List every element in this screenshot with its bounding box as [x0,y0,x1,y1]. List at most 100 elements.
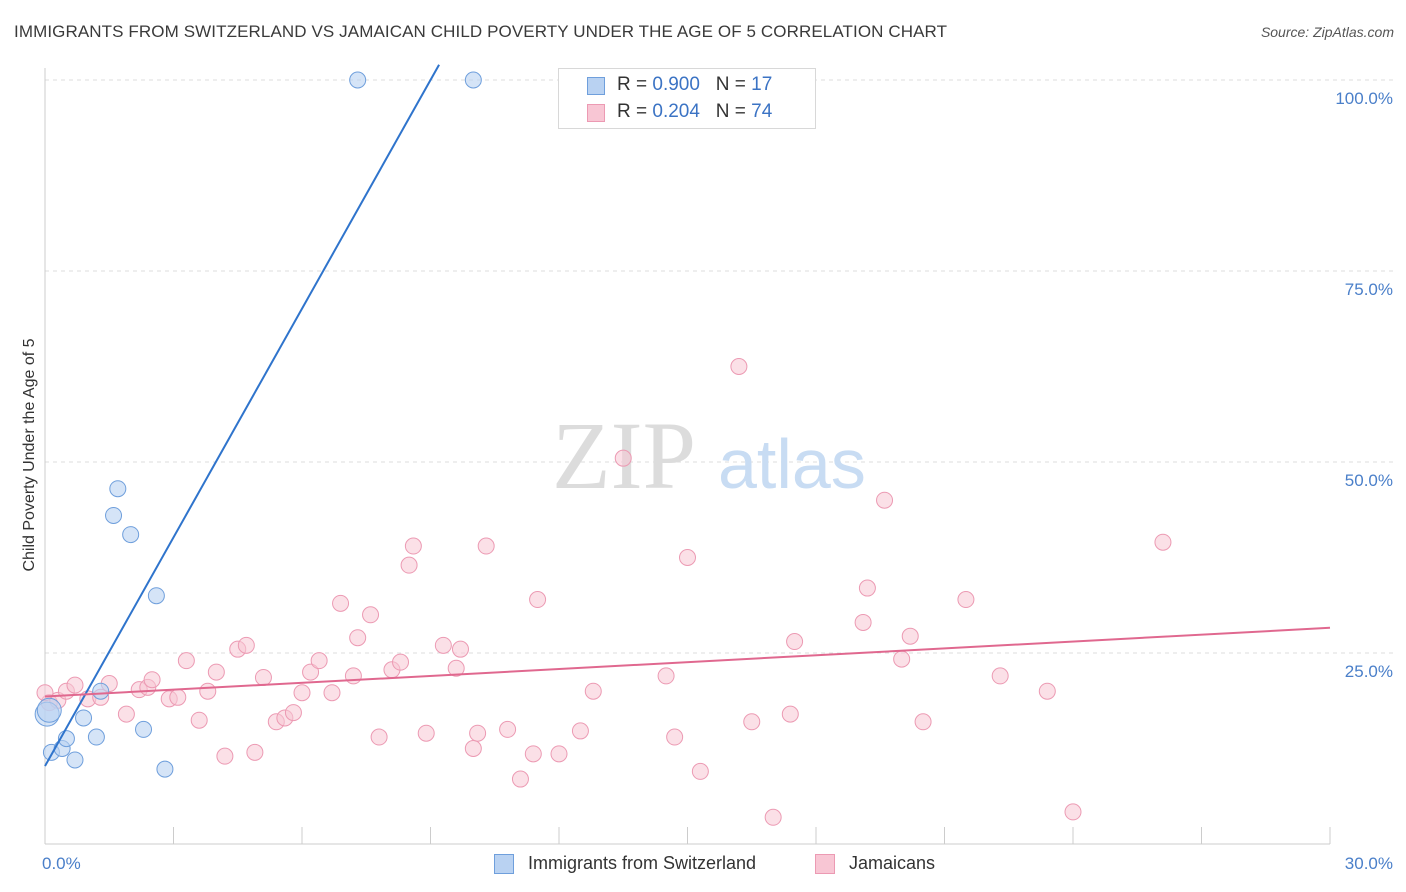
data-point-jamaicans [237,636,255,654]
data-point-jamaicans [854,613,872,631]
data-point-jamaicans [764,808,782,826]
data-point-jamaicans [781,705,799,723]
data-point-jamaicans [216,747,234,765]
legend-r-value-switzerland: 0.900 [652,74,700,95]
legend-n-label: N = [715,74,746,95]
data-point-jamaicans [991,667,1009,685]
legend-swatch-switzerland [494,854,514,874]
data-point-switzerland [87,728,105,746]
data-point-switzerland [105,506,123,524]
data-point-jamaicans [190,711,208,729]
data-point-jamaicans [246,743,264,761]
trend-line-switzerland [44,64,440,767]
data-point-jamaicans [614,449,632,467]
data-point-jamaicans [957,591,975,609]
data-point-jamaicans [901,627,919,645]
legend-swatch-jamaicans [815,854,835,874]
data-point-jamaicans [143,671,161,689]
series-legend: Immigrants from Switzerland Jamaicans [0,852,1406,878]
data-point-jamaicans [332,594,350,612]
data-point-jamaicans [434,636,452,654]
data-point-jamaicans [392,653,410,671]
legend-r-label: R = [617,101,648,122]
data-point-jamaicans [657,667,675,685]
data-point-jamaicans [310,652,328,670]
y-axis-label: Child Poverty Under the Age of 5 [21,338,38,571]
data-point-jamaicans [400,556,418,574]
data-point-jamaicans [169,688,187,706]
data-point-jamaicans [1064,803,1082,821]
legend-n-value-jamaicans: 74 [751,101,773,122]
chart-title: IMMIGRANTS FROM SWITZERLAND VS JAMAICAN … [14,22,948,41]
legend-r-label: R = [617,74,648,95]
data-point-jamaicans [858,579,876,597]
watermark-atlas: atlas [718,425,866,503]
data-point-jamaicans [207,663,225,681]
data-point-jamaicans [404,537,422,555]
data-point-jamaicans [511,770,529,788]
data-point-jamaicans [66,676,84,694]
data-point-jamaicans [323,684,341,702]
data-point-jamaicans [571,722,589,740]
data-point-jamaicans [743,713,761,731]
data-point-switzerland [122,526,140,544]
data-point-jamaicans [893,650,911,668]
data-point-switzerland [92,682,110,700]
correlation-legend: R = 0.900 N = 17 R = 0.204 N = 74 [558,68,816,129]
data-point-jamaicans [524,745,542,763]
data-point-jamaicans [177,652,195,670]
data-point-switzerland [66,751,84,769]
data-point-jamaicans [284,704,302,722]
y-tick-label: 50.0% [1345,471,1393,490]
data-point-switzerland [135,720,153,738]
legend-swatch-switzerland [587,77,605,95]
data-point-jamaicans [529,591,547,609]
data-point-jamaicans [469,724,487,742]
data-point-jamaicans [477,537,495,555]
x-tick-label: 0.0% [42,854,81,873]
data-point-jamaicans [349,629,367,647]
series-legend-label: Jamaicans [849,853,936,873]
data-point-jamaicans [499,720,517,738]
data-point-switzerland [156,760,174,778]
y-tick-label: 100.0% [1335,89,1393,108]
data-point-jamaicans [362,606,380,624]
y-tick-label: 75.0% [1345,280,1393,299]
data-point-jamaicans [293,684,311,702]
source-label: Source: ZipAtlas.com [1260,24,1394,40]
data-point-switzerland [75,709,93,727]
data-point-switzerland [36,697,62,723]
x-tick-labels: 0.0% 30.0% [42,854,1393,873]
data-point-jamaicans [464,740,482,757]
data-point-jamaicans [876,491,894,509]
y-tick-label: 25.0% [1345,662,1393,681]
data-point-jamaicans [199,682,217,700]
data-point-switzerland [464,71,482,89]
data-point-jamaicans [666,728,684,746]
data-point-switzerland [147,587,165,605]
data-point-jamaicans [786,633,804,651]
data-point-jamaicans [370,728,388,746]
legend-r-value-jamaicans: 0.204 [652,101,700,122]
trend-lines [44,64,1331,767]
data-point-jamaicans [451,640,469,658]
x-tick-label: 30.0% [1345,854,1393,873]
y-tick-labels: 25.0% 50.0% 75.0% 100.0% [1335,89,1393,681]
legend-n-value-switzerland: 17 [751,74,773,95]
data-point-jamaicans [117,705,135,723]
data-point-jamaicans [1038,682,1056,700]
data-point-jamaicans [730,358,748,375]
data-point-jamaicans [447,659,465,677]
data-point-jamaicans [302,663,320,681]
series-legend-label: Immigrants from Switzerland [528,853,757,873]
data-point-jamaicans [344,667,362,685]
legend-swatch-jamaicans [587,104,605,122]
data-point-jamaicans [679,549,696,566]
gridlines [45,79,1394,654]
trend-line-jamaicans [44,626,1331,698]
data-point-jamaicans [254,668,272,686]
data-point-jamaicans [914,713,932,731]
data-point-jamaicans [1154,533,1172,551]
data-point-jamaicans [691,762,709,780]
